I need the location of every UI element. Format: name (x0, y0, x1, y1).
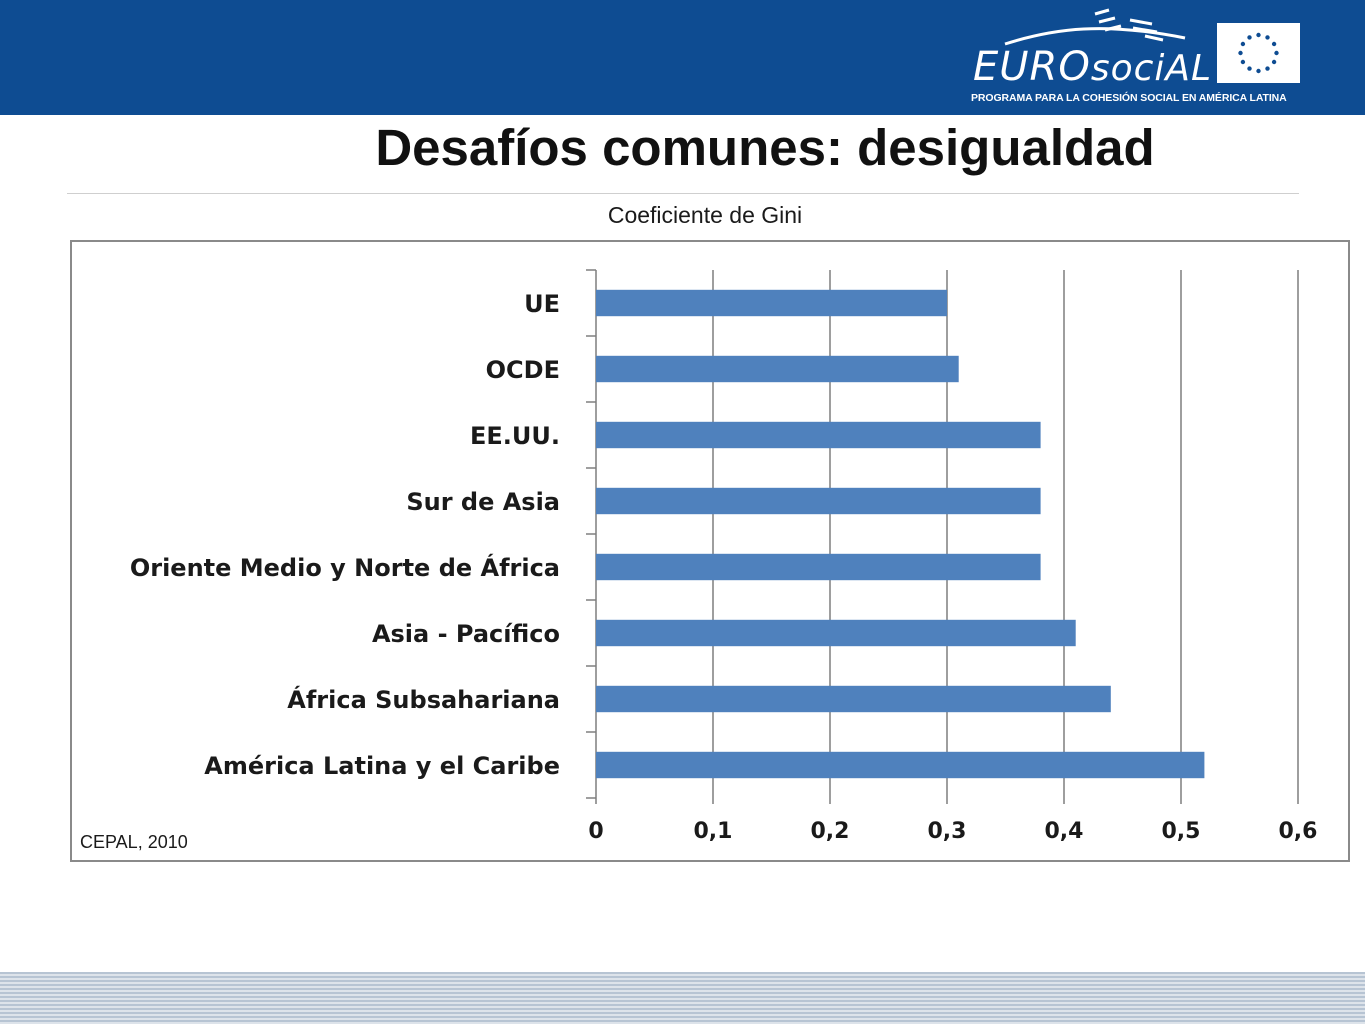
eu-star (1238, 50, 1243, 56)
gini-bar-chart: 0 0,1 0,2 0,3 0,4 0,5 0,6 UE OCDE EE.UU. Sur de As… (130, 269, 1318, 844)
category-label: Oriente Medio y Norte de África (130, 553, 560, 582)
logo-text-lower: sociAL (1090, 48, 1213, 89)
bar (596, 289, 947, 317)
bar (596, 751, 1205, 779)
bar (596, 685, 1111, 713)
x-tick-label: 0,5 (1162, 819, 1201, 844)
category-label: Sur de Asia (406, 488, 560, 516)
eu-star (1240, 41, 1246, 47)
eu-star (1265, 66, 1270, 71)
page-title: Desafíos comunes: desigualdad (375, 119, 1155, 176)
bar (596, 619, 1076, 647)
chart-frame: 0 0,1 0,2 0,3 0,4 0,5 0,6 UE OCDE EE.UU. Sur de As… (70, 240, 1350, 862)
eu-star (1240, 59, 1246, 65)
category-label: África Subsahariana (287, 685, 560, 714)
eu-flag-icon (1217, 23, 1300, 83)
bar (596, 355, 959, 383)
x-tick-label: 0,6 (1279, 819, 1318, 844)
eu-star (1247, 35, 1252, 40)
x-tick-label: 0,1 (694, 819, 733, 844)
logo-tagline: PROGRAMA PARA LA COHESIÓN SOCIAL EN AMÉR… (971, 92, 1287, 104)
chart-caption: Coeficiente de Gini (607, 202, 803, 228)
logo-wordmark: EUROsociAL (973, 44, 1212, 90)
logo-text-upper: EURO (973, 44, 1091, 90)
eu-star (1256, 68, 1261, 74)
bar (596, 421, 1041, 449)
title-divider (67, 193, 1299, 194)
header-band: EUROsociAL PROGRAMA PARA LA COHESIÓN SOC… (0, 0, 1365, 115)
eu-star (1265, 35, 1270, 40)
x-tick-label: 0,2 (811, 819, 850, 844)
eu-star (1271, 41, 1277, 47)
x-tick-label: 0 (588, 819, 603, 844)
x-tick-label: 0,4 (1045, 819, 1084, 844)
category-label: Asia - Pacífico (372, 620, 560, 648)
category-label: América Latina y el Caribe (204, 752, 560, 780)
x-tick-label: 0,3 (928, 819, 967, 844)
bar (596, 553, 1041, 581)
source-note: CEPAL, 2010 (80, 832, 188, 852)
eu-star (1274, 50, 1279, 56)
eu-star (1247, 66, 1252, 71)
logo-swoosh-icon (1004, 8, 1186, 46)
eu-star (1271, 59, 1277, 65)
eurosocial-logo: EUROsociAL PROGRAMA PARA LA COHESIÓN SOC… (965, 8, 1310, 108)
eu-star (1256, 32, 1261, 38)
category-label: OCDE (486, 356, 560, 384)
footer-band (0, 972, 1365, 1024)
category-label: UE (524, 290, 560, 318)
category-label: EE.UU. (470, 422, 560, 450)
bar (596, 487, 1041, 515)
